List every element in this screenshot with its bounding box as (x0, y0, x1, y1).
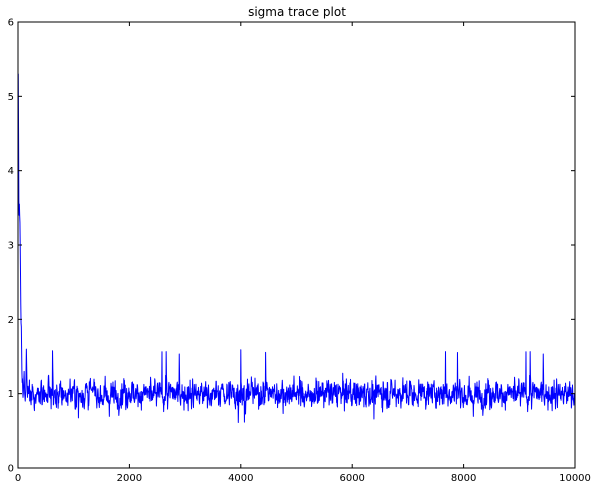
chart-title: sigma trace plot (248, 5, 346, 19)
y-tick-label: 5 (8, 92, 14, 103)
x-axis: 0 2000 4000 6000 8000 10000 (15, 22, 591, 484)
sigma-trace-line (17, 73, 576, 424)
x-tick-label: 2000 (117, 473, 142, 484)
y-tick-label: 4 (8, 166, 14, 177)
y-tick-label: 3 (8, 241, 14, 252)
x-tick-label: 6000 (339, 473, 364, 484)
x-tick-label: 10000 (559, 473, 591, 484)
y-axis: 0 1 2 3 4 5 6 (8, 18, 575, 475)
plot-series (17, 73, 576, 424)
y-tick-label: 0 (8, 464, 14, 475)
y-tick-label: 2 (8, 315, 14, 326)
x-tick-label: 4000 (228, 473, 253, 484)
x-tick-label: 8000 (451, 473, 476, 484)
y-tick-label: 6 (8, 18, 14, 29)
x-tick-label: 0 (15, 473, 21, 484)
y-tick-label: 1 (8, 389, 14, 400)
